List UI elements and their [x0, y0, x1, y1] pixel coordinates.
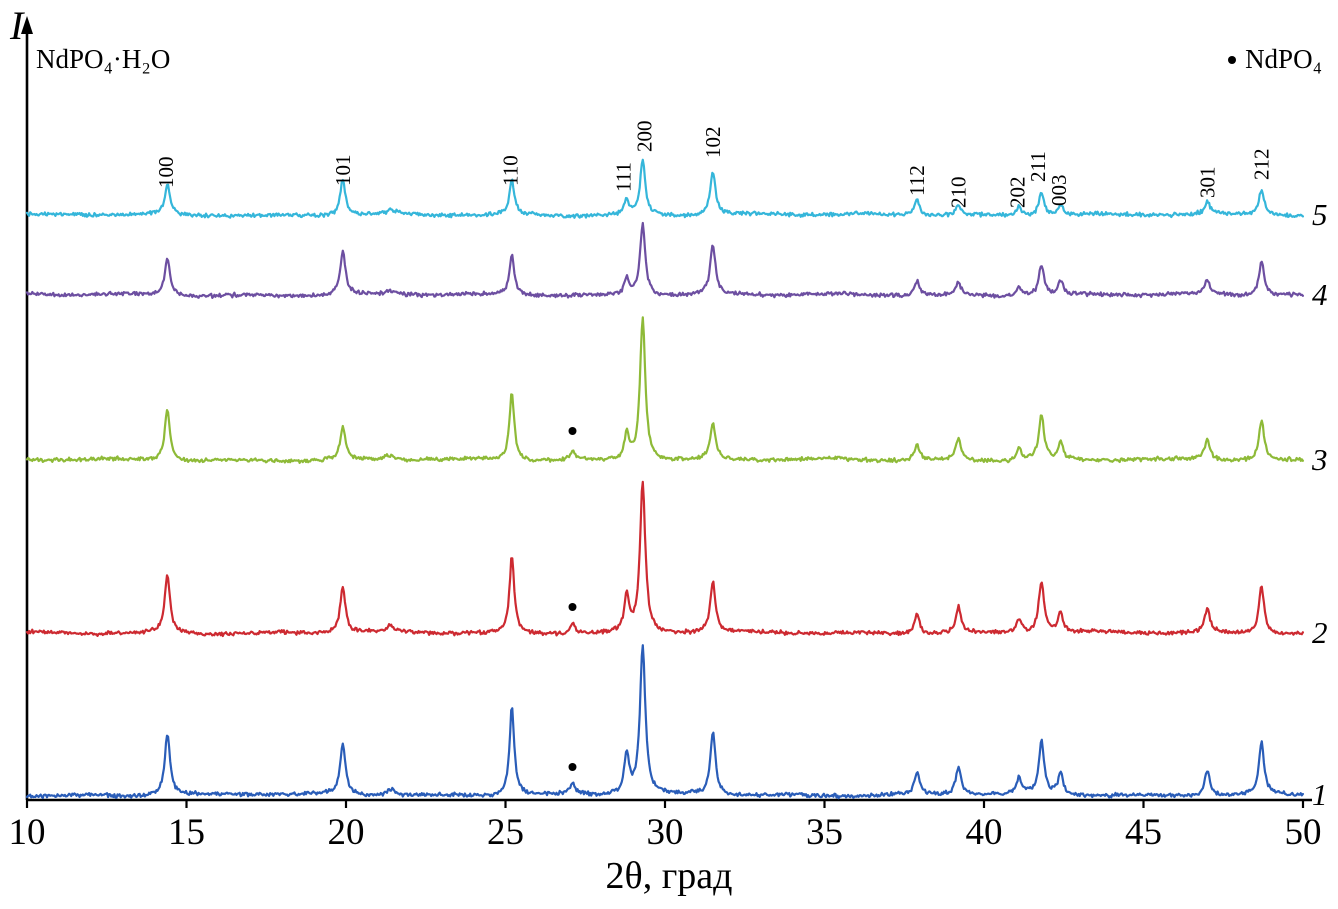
svg-text:10: 10: [9, 812, 46, 853]
ndpo4-marker-dot-icon: [1228, 55, 1237, 64]
svg-text:15: 15: [168, 812, 205, 853]
svg-text:111: 111: [612, 162, 636, 192]
phase-label-main: NdPO₄·H₂O: [36, 44, 171, 74]
svg-text:30: 30: [647, 812, 684, 853]
svg-text:100: 100: [154, 157, 178, 189]
svg-text:20: 20: [328, 812, 365, 853]
svg-text:2: 2: [1312, 615, 1328, 650]
svg-text:3: 3: [1311, 442, 1328, 477]
phase-label-marker: NdPO₄: [1228, 44, 1322, 75]
svg-text:40: 40: [966, 812, 1003, 853]
svg-text:25: 25: [487, 812, 524, 853]
svg-text:102: 102: [701, 127, 725, 159]
svg-text:202: 202: [1005, 177, 1029, 209]
svg-text:110: 110: [498, 155, 522, 186]
svg-text:35: 35: [806, 812, 843, 853]
svg-text:112: 112: [905, 165, 929, 196]
svg-text:200: 200: [632, 121, 656, 153]
phase-label-marker-text: NdPO₄: [1245, 44, 1322, 74]
svg-text:5: 5: [1312, 197, 1328, 232]
svg-text:211: 211: [1026, 151, 1050, 182]
svg-text:212: 212: [1250, 149, 1274, 181]
svg-text:101: 101: [331, 155, 355, 187]
svg-text:1: 1: [1312, 777, 1328, 812]
y-axis-title: I: [10, 3, 24, 48]
svg-text:45: 45: [1125, 812, 1162, 853]
svg-text:301: 301: [1195, 167, 1219, 199]
svg-text:003: 003: [1047, 175, 1071, 207]
svg-text:50: 50: [1285, 812, 1322, 853]
x-axis-title: 2θ, град: [605, 855, 733, 897]
svg-text:210: 210: [946, 177, 970, 209]
svg-text:4: 4: [1312, 277, 1328, 312]
